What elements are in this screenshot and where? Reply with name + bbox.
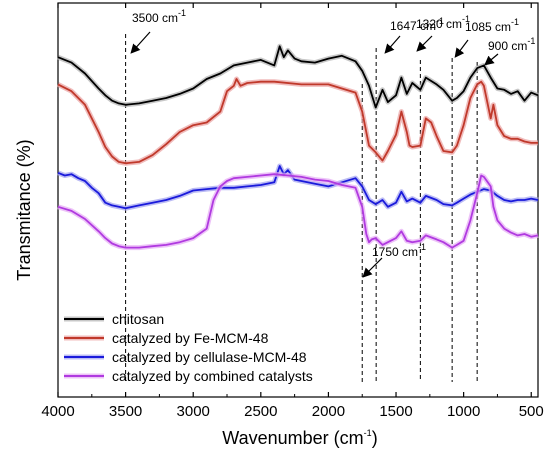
x-tick-label: 3000 [177, 403, 210, 420]
annotation-label-1085: 1085 cm-1 [465, 17, 519, 34]
series-line-4 [57, 173, 539, 249]
annotation-arrow-1085 [454, 39, 469, 58]
spectra [56, 43, 539, 251]
x-tick-label: 1500 [379, 403, 412, 420]
x-axis: 4000 3500 3000 2500 2000 1500 1000 500 [41, 3, 544, 420]
annotation-label-1320: 1320 cm-1 [416, 14, 470, 31]
annotation-label-3500: 3500 cm-1 [132, 8, 186, 25]
series-line-1 [57, 45, 539, 109]
series-line-2 [57, 78, 538, 165]
annotation-label-1750: 1750 cm-1 [372, 242, 426, 259]
x-axis-title-sup: -1 [364, 428, 372, 438]
annotation-label-900: 900 cm-1 [488, 36, 535, 53]
x-tick-label: 3500 [109, 403, 142, 420]
x-tick-label: 2500 [244, 403, 277, 420]
annotation-arrow-3500 [130, 31, 151, 54]
x-tick-label: 2000 [312, 403, 345, 420]
legend-label-3: catalyzed by cellulase-MCM-48 [112, 349, 307, 365]
annotation-arrow-1320 [416, 35, 433, 52]
annotation-arrow-1750 [362, 257, 383, 278]
legend: chitosan catalyzed by Fe-MCM-48 catalyzed … [64, 311, 313, 384]
y-axis-title: Transmitance (%) [14, 139, 34, 280]
series-halo-4 [57, 171, 539, 251]
reference-lines [125, 34, 478, 382]
series-halo-3 [57, 163, 539, 211]
series-line-3 [57, 165, 539, 210]
legend-label-2: catalyzed by Fe-MCM-48 [112, 330, 269, 346]
x-axis-title-main: Wavenumber (cm [222, 428, 363, 448]
x-tick-label: 1000 [447, 403, 480, 420]
annotation-label-1647: 1647 cm-1 [390, 16, 444, 33]
x-axis-title-end: ) [372, 428, 378, 448]
x-tick-label: 500 [519, 403, 544, 420]
annotation-arrow-1647 [384, 35, 401, 54]
legend-label-4: catalyzed by combined catalysts [112, 368, 313, 384]
x-axis-title: Wavenumber (cm-1) [222, 428, 377, 448]
annotation-arrow-900 [484, 53, 499, 66]
x-tick-label: 4000 [41, 403, 74, 420]
legend-label-1: chitosan [112, 311, 164, 327]
series-halo-1 [57, 43, 539, 110]
